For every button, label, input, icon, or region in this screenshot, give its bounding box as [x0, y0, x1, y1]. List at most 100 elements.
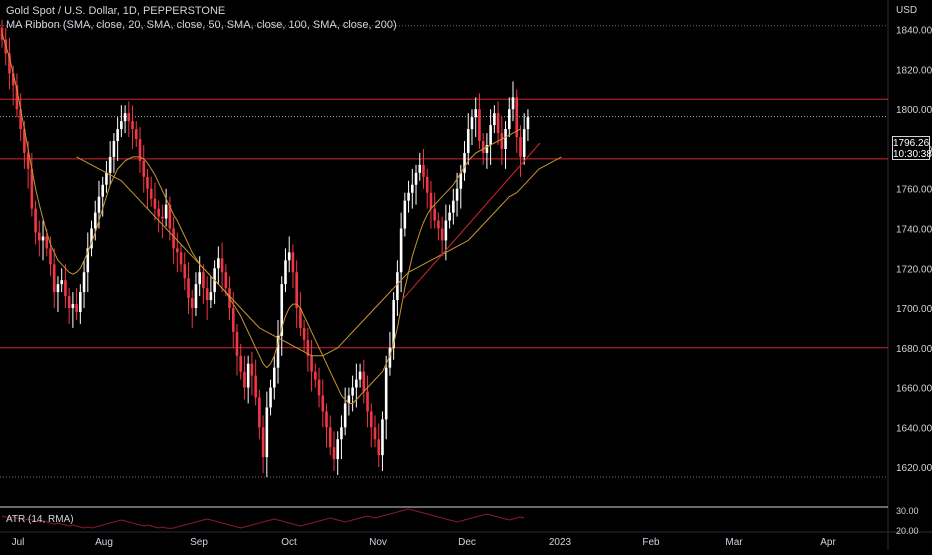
candle-body [11, 73, 15, 86]
candle-body [79, 292, 82, 313]
candle-body [194, 284, 198, 309]
candle-body [485, 145, 489, 153]
candle-body [246, 363, 250, 388]
x-tick-label: Feb [642, 537, 660, 548]
candle-body [522, 129, 526, 157]
candle-body [452, 200, 455, 213]
candle-body [418, 164, 422, 173]
trendline[interactable] [401, 142, 541, 301]
y-tick-label: 1660.00 [896, 384, 932, 395]
candle-body [38, 232, 41, 241]
candle-body [276, 335, 280, 368]
candle-body [101, 184, 105, 197]
sma-fast-line [1, 33, 521, 404]
candle-body [108, 156, 112, 173]
candle-body [336, 439, 339, 460]
candle-body [325, 411, 328, 428]
candle-body [489, 125, 492, 146]
candle-body [340, 427, 343, 440]
last-price-value: 1796.26 [893, 138, 930, 149]
y-tick-label: 1680.00 [896, 344, 932, 355]
candle-body [399, 228, 403, 273]
candle-body [302, 327, 306, 340]
candle-body [444, 220, 448, 241]
candle-body [217, 258, 220, 269]
candle-body [519, 137, 522, 157]
candle-body [52, 264, 56, 293]
candle-body [153, 198, 157, 209]
candle-body [384, 367, 388, 420]
bar-countdown: 10:30:38 [893, 149, 932, 160]
x-tick-label: Jul [12, 537, 25, 548]
candle-body [127, 113, 131, 122]
candle-body [455, 188, 459, 201]
atr-legend[interactable]: ATR (14, RMA) [6, 514, 74, 525]
candle-body [478, 109, 481, 142]
candle-body [437, 220, 440, 229]
candle-body [235, 331, 239, 356]
candle-body [60, 280, 63, 285]
candle-body [190, 298, 194, 309]
candle-body [183, 264, 187, 279]
candle-body [8, 53, 11, 74]
candle-body [138, 139, 142, 161]
candle-body [269, 387, 272, 408]
candle-body [440, 228, 444, 241]
candle-body [90, 228, 93, 249]
candle-body [30, 168, 34, 209]
candle-body [202, 272, 205, 289]
candle-body [411, 184, 414, 193]
y-tick-label: 1720.00 [896, 264, 932, 275]
sma-slow-line [76, 156, 562, 357]
candle-body [172, 228, 175, 249]
candle-body [26, 152, 30, 169]
candle-body [433, 208, 436, 221]
candle-body [388, 347, 392, 368]
candle-body [71, 304, 75, 309]
x-tick-label: 2023 [549, 537, 572, 548]
candle-body [381, 419, 384, 456]
candle-body [0, 27, 4, 40]
candle-body [75, 304, 78, 313]
candle-body [373, 427, 377, 440]
x-tick-label: Nov [369, 537, 387, 548]
candle-body [168, 204, 172, 229]
candle-body [131, 121, 134, 130]
candle-body [45, 236, 49, 249]
candle-body [187, 278, 190, 299]
candle-body [209, 292, 213, 301]
candle-body [358, 371, 362, 380]
candle-body [284, 260, 287, 285]
y-tick-label: 1760.00 [896, 185, 932, 196]
ma-ribbon-legend[interactable]: MA Ribbon (SMA, close, 20, SMA, close, 5… [6, 19, 397, 31]
candle-body [105, 172, 108, 185]
candle-body [366, 391, 369, 412]
candle-body [34, 208, 37, 233]
candle-body [250, 363, 254, 376]
candle-body [198, 272, 201, 285]
candle-body [448, 212, 451, 221]
candle-body [86, 248, 90, 273]
y-tick-label: 1840.00 [896, 26, 932, 37]
candle-body [414, 172, 418, 185]
candle-body [429, 192, 433, 209]
y-tick-label: 1820.00 [896, 65, 932, 76]
candle-body [164, 204, 168, 219]
candle-body [239, 355, 243, 372]
candle-body [299, 308, 302, 328]
candle-body [67, 296, 71, 309]
candle-body [231, 308, 235, 332]
candle-body [224, 272, 228, 289]
candle-body [15, 85, 19, 110]
y-tick-label: 1620.00 [896, 463, 932, 474]
candle-body [306, 339, 310, 356]
candle-body [347, 395, 351, 404]
candle-body [493, 113, 496, 126]
x-tick-label: Mar [725, 537, 743, 548]
symbol-title[interactable]: Gold Spot / U.S. Dollar, 1D, PEPPERSTONE [6, 5, 226, 17]
candle-body [82, 272, 86, 293]
candle-body [19, 109, 22, 130]
candle-body [463, 152, 466, 173]
